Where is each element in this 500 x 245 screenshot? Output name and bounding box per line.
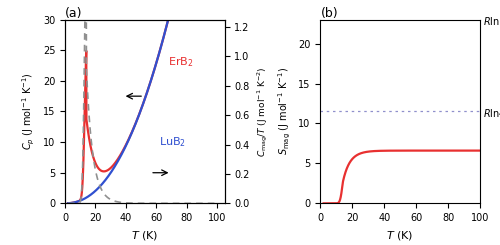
Text: ErB$_2$: ErB$_2$ xyxy=(168,56,194,69)
Text: $R$ln16: $R$ln16 xyxy=(483,15,500,27)
Y-axis label: $C_{\mathrm{mag}}/T$ (J mol$^{-1}$ K$^{-2}$): $C_{\mathrm{mag}}/T$ (J mol$^{-1}$ K$^{-… xyxy=(256,66,270,157)
X-axis label: $T$ (K): $T$ (K) xyxy=(131,229,158,242)
Text: (a): (a) xyxy=(65,7,82,20)
Text: (b): (b) xyxy=(320,7,338,20)
X-axis label: $T$ (K): $T$ (K) xyxy=(386,229,414,242)
Y-axis label: $C_p$ (J mol$^{-1}$ K$^{-1}$): $C_p$ (J mol$^{-1}$ K$^{-1}$) xyxy=(21,73,37,150)
Text: LuB$_2$: LuB$_2$ xyxy=(159,135,186,149)
Text: $R$ln4: $R$ln4 xyxy=(483,107,500,119)
Y-axis label: $S_{\mathrm{mag}}$ (J mol$^{-1}$ K$^{-1}$): $S_{\mathrm{mag}}$ (J mol$^{-1}$ K$^{-1}… xyxy=(276,67,292,156)
